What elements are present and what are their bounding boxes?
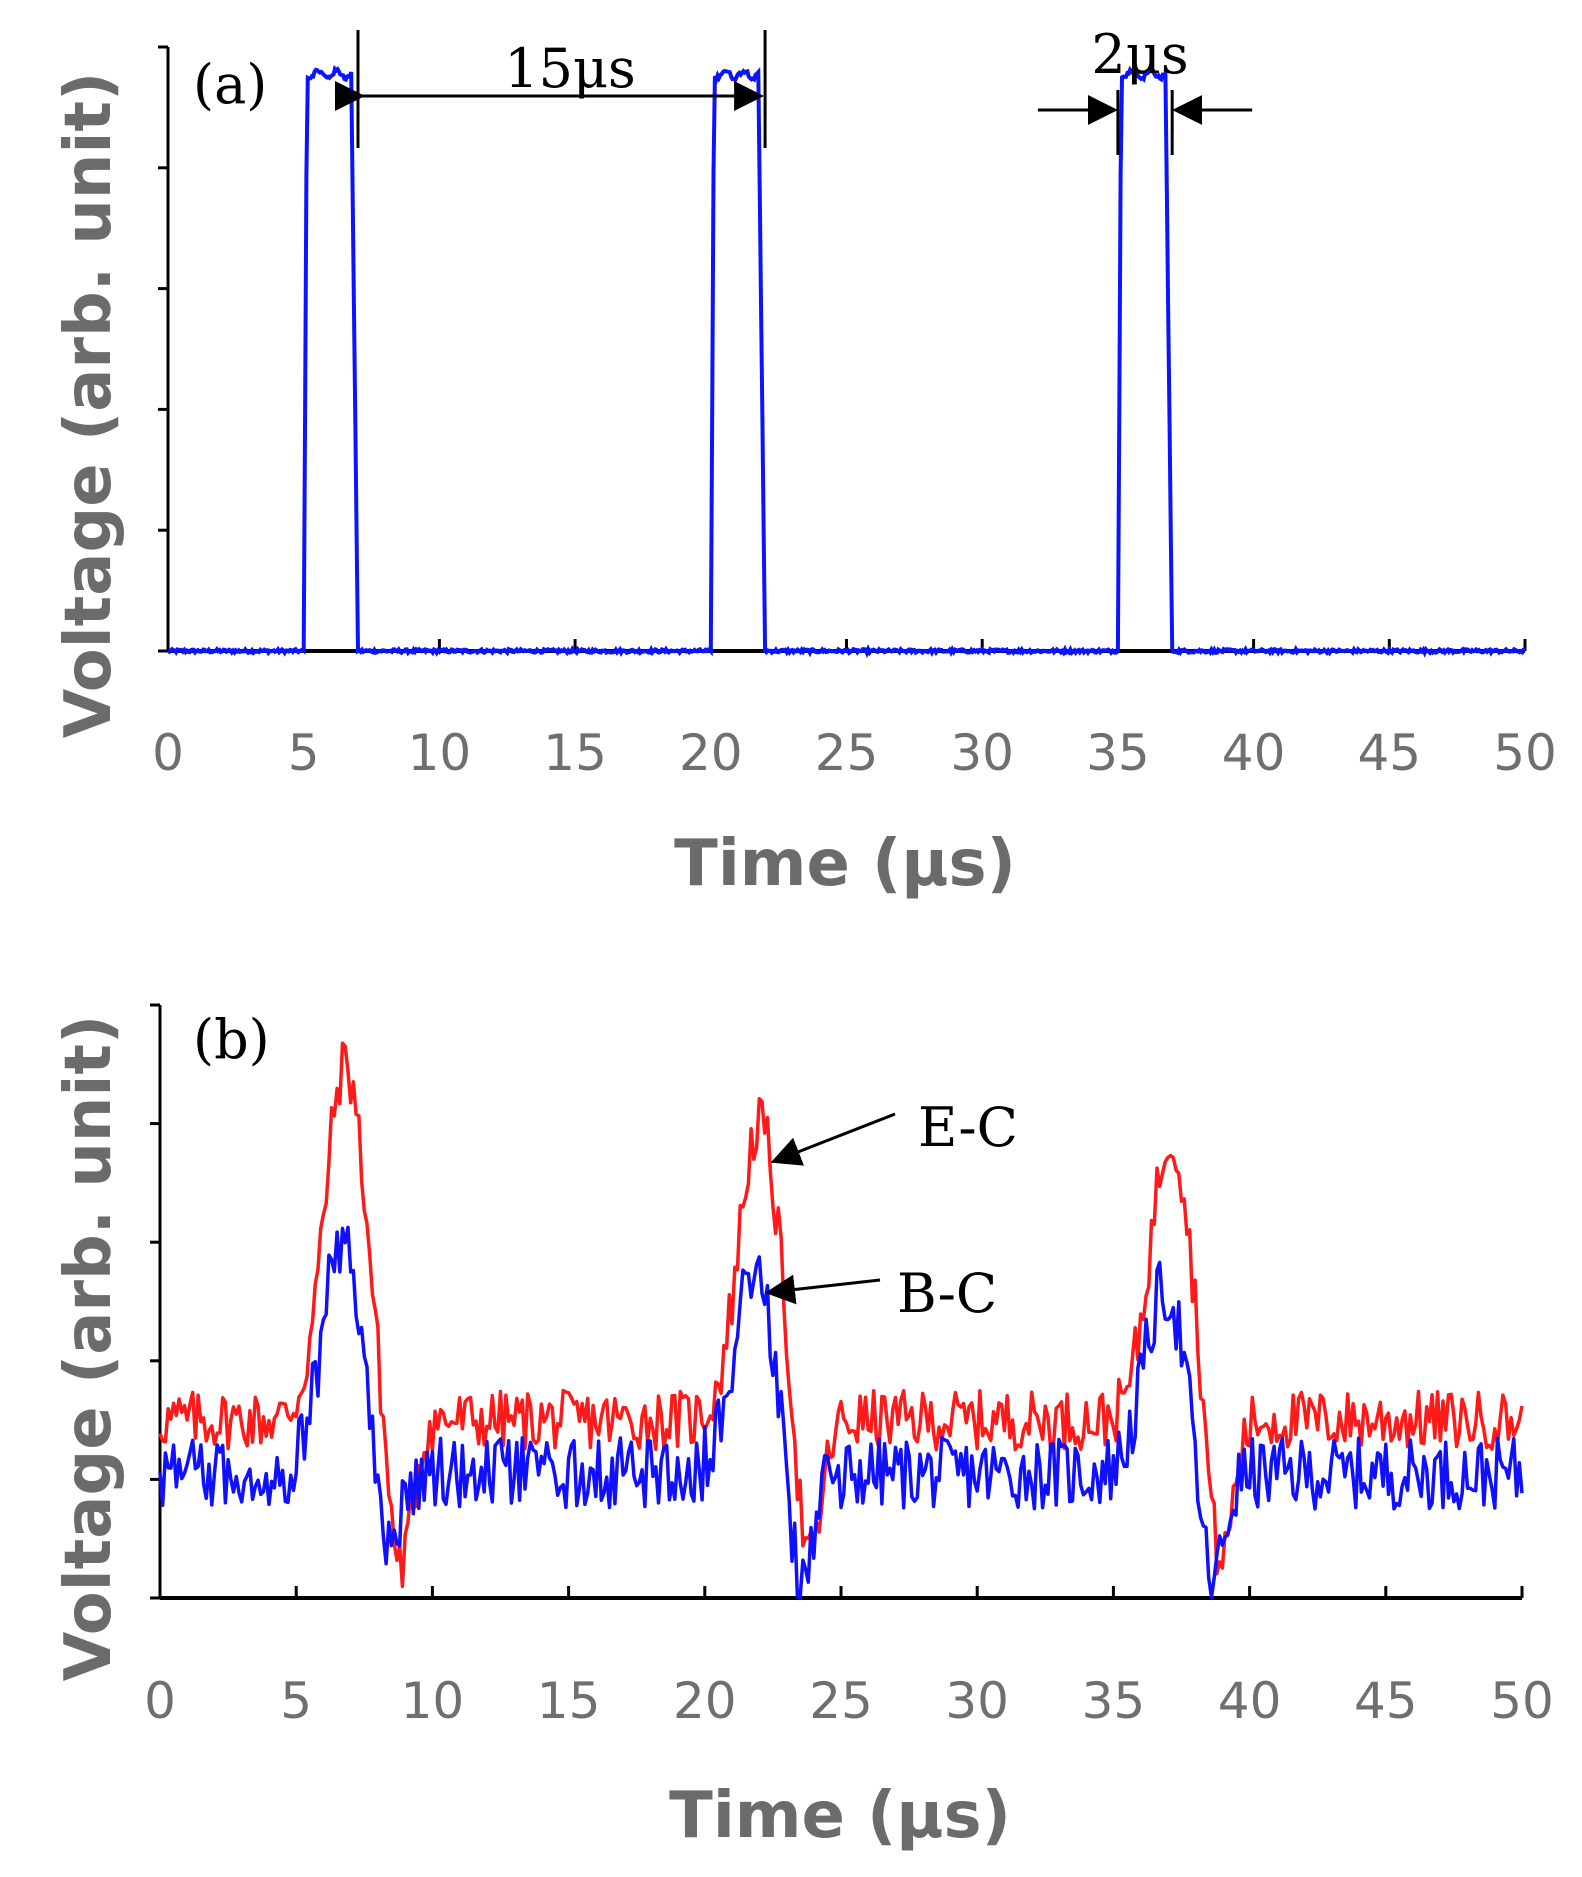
x-tick-label: 35 (1082, 1672, 1146, 1730)
panel-a-label: (a) (193, 53, 267, 116)
panel-a-annotations: 15μs 2μs (334, 23, 1253, 155)
panel-b-annotations: E-C B-C (765, 1096, 1018, 1325)
x-tick-label: 45 (1357, 724, 1421, 782)
series-gate-pulse (166, 63, 1526, 659)
x-tick-label: 15 (543, 724, 607, 782)
x-tick-label: 10 (401, 1672, 465, 1730)
panel-b-series-group (158, 1041, 1524, 1600)
x-tick-label: 20 (679, 724, 743, 782)
x-tick-label: 30 (945, 1672, 1009, 1730)
panel-a-xlabel: Time (μs) (674, 827, 1016, 901)
annotation-arrow-e-c (770, 1112, 896, 1166)
panel-a-series-group (166, 63, 1526, 659)
x-tick-label: 15 (537, 1672, 601, 1730)
panel-b-ylabel: Voltage (arb. unit) (52, 1015, 126, 1682)
x-tick-label: 0 (152, 724, 184, 782)
x-tick-label: 50 (1493, 724, 1557, 782)
panel-a: Voltage (arb. unit) Time (μs) (a) 0 5 10 15… (52, 23, 1557, 901)
x-tick-label: 20 (673, 1672, 737, 1730)
annotation-arrow-b-c (765, 1274, 881, 1305)
x-tick-label: 10 (408, 724, 472, 782)
panel-b-label: (b) (193, 1008, 270, 1071)
annotation-e-c: E-C (918, 1096, 1018, 1159)
x-tick-label: 5 (280, 1672, 312, 1730)
annotation-2us: 2μs (1091, 23, 1188, 86)
x-tick-label: 0 (144, 1672, 176, 1730)
series-b-c (158, 1225, 1524, 1600)
x-tick-label: 50 (1490, 1672, 1554, 1730)
series-e-c (158, 1041, 1524, 1589)
panel-b-axes: 0 5 10 15 20 25 30 35 40 45 50 (144, 1003, 1554, 1730)
x-tick-label: 40 (1218, 1672, 1282, 1730)
panel-b: Voltage (arb. unit) Time (μs) (b) 0 5 10 15… (52, 1003, 1554, 1853)
x-tick-label: 40 (1222, 724, 1286, 782)
x-tick-label: 30 (950, 724, 1014, 782)
x-tick-label: 45 (1354, 1672, 1418, 1730)
x-tick-label: 25 (809, 1672, 873, 1730)
x-tick-label: 5 (288, 724, 320, 782)
panel-a-axes: 0 5 10 15 20 25 30 35 40 45 50 (152, 45, 1557, 782)
panel-b-xlabel: Time (μs) (669, 1779, 1011, 1853)
x-tick-label: 25 (815, 724, 879, 782)
panel-a-ylabel: Voltage (arb. unit) (52, 72, 126, 739)
annotation-15us: 15μs (504, 37, 636, 100)
annotation-b-c: B-C (897, 1262, 997, 1325)
x-tick-label: 35 (1086, 724, 1150, 782)
